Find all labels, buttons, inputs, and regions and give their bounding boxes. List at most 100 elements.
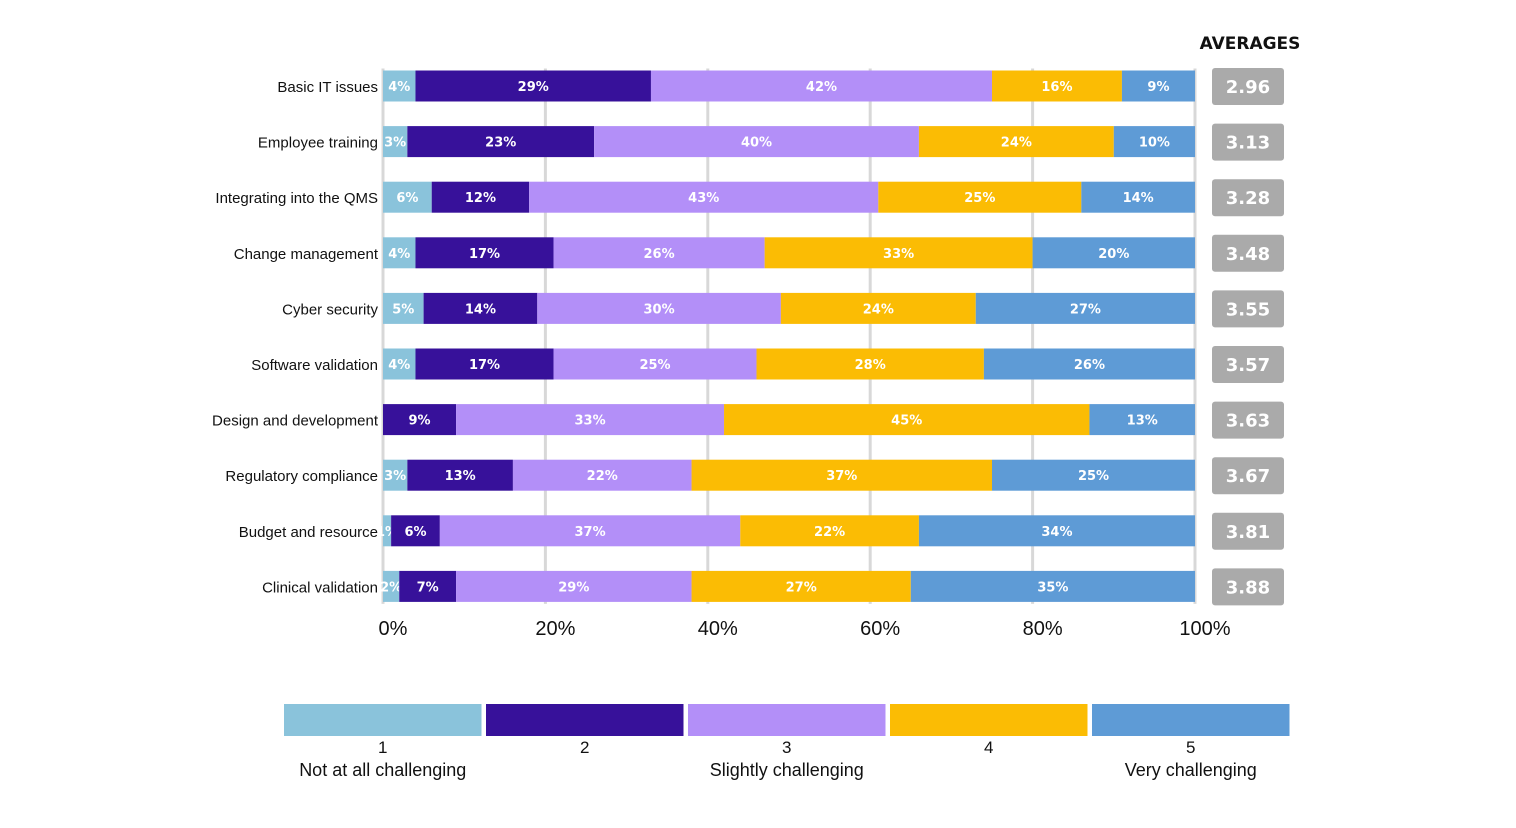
bar-segment (456, 570, 692, 602)
data-label: 22% (587, 469, 618, 484)
bar-segment (383, 237, 416, 269)
category-label: Integrating into the QMS (215, 190, 378, 207)
bar-segment (383, 404, 457, 436)
average-value: 3.48 (1226, 244, 1270, 265)
data-label: 33% (574, 414, 605, 429)
data-label: 16% (1041, 80, 1072, 95)
average-value: 3.28 (1226, 188, 1270, 209)
legend-number: 2 (580, 738, 589, 757)
average-box (1212, 512, 1284, 550)
legend-swatch (688, 704, 886, 736)
bar-segment (918, 126, 1114, 158)
bars: 4% 29% 42% 16% 9% 3% 23% 40% 24% 10% 6% 12% 43% 25% 14… (376, 70, 1195, 602)
average-value: 2.96 (1226, 77, 1270, 98)
legend-swatch (486, 704, 684, 736)
data-label: 37% (826, 469, 857, 484)
data-label: 26% (644, 247, 675, 262)
average-box (1212, 346, 1284, 383)
category-label: Budget and resource (239, 524, 378, 541)
bar-segment (1089, 404, 1195, 436)
category-label: Change management (234, 246, 379, 263)
average-box (1212, 290, 1284, 328)
x-axis-ticks: 0% 20% 40% 60% 80% 100% (379, 618, 1231, 640)
data-label: 4% (388, 247, 410, 262)
bar-segment (456, 404, 725, 436)
data-label: 6% (396, 191, 418, 206)
data-label: 5% (392, 302, 414, 317)
data-label: 24% (863, 302, 894, 317)
category-label: Cyber security (282, 301, 378, 318)
bar-segment (415, 70, 651, 102)
data-label: 27% (1070, 302, 1101, 317)
x-tick-label: 0% (379, 618, 408, 640)
legend-number: 5 (1186, 738, 1195, 757)
data-label: 3% (384, 469, 406, 484)
legend-description: Slightly challenging (710, 760, 864, 780)
data-label: 23% (485, 136, 516, 151)
legend-number: 1 (378, 738, 387, 757)
category-label: Design and development (212, 413, 379, 430)
legend-swatch (284, 704, 482, 736)
bar-segment (691, 459, 992, 491)
bar-segment (383, 348, 416, 380)
data-label: 45% (891, 414, 922, 429)
average-value: 3.88 (1226, 577, 1270, 598)
bar-segment (983, 348, 1195, 380)
legend-description: Not at all challenging (299, 760, 466, 780)
bar-segment (423, 292, 538, 324)
bar-segment (383, 459, 408, 491)
bar-segment (764, 237, 1033, 269)
legend-swatch (1092, 704, 1290, 736)
bar-segment (918, 515, 1195, 547)
data-label: 13% (445, 469, 476, 484)
data-label: 28% (855, 358, 886, 373)
category-label: Software validation (251, 357, 378, 374)
bar-segment (1081, 181, 1195, 213)
data-label: 25% (639, 358, 670, 373)
data-label: 30% (644, 302, 675, 317)
data-label: 9% (1147, 80, 1169, 95)
bar-segment (1032, 237, 1195, 269)
bar-segment (383, 70, 416, 102)
bar-segment (383, 515, 392, 547)
bar-segment (391, 515, 440, 547)
data-label: 25% (964, 191, 995, 206)
average-box (1212, 179, 1284, 217)
bar-segment (431, 181, 530, 213)
data-label: 35% (1037, 580, 1068, 595)
x-tick-label: 100% (1179, 618, 1230, 640)
bar-segment (383, 181, 432, 213)
bar-segment (650, 70, 992, 102)
category-label: Employee training (258, 135, 378, 152)
category-label: Basic IT issues (277, 79, 378, 96)
category-label: Regulatory compliance (225, 468, 378, 485)
average-box (1212, 568, 1284, 606)
average-box (1212, 401, 1284, 439)
bar-segment (407, 459, 513, 491)
bar-segment (1113, 126, 1195, 158)
bar-segment (439, 515, 741, 547)
category-label: Clinical validation (262, 579, 378, 596)
data-label: 33% (883, 247, 914, 262)
data-label: 4% (388, 358, 410, 373)
data-label: 40% (741, 136, 772, 151)
bar-segment (691, 570, 911, 602)
data-label: 3% (384, 136, 406, 151)
average-box (1212, 457, 1284, 495)
x-tick-label: 40% (698, 618, 738, 640)
data-label: 26% (1074, 358, 1105, 373)
bar-segment (383, 126, 408, 158)
bar-segment (553, 237, 765, 269)
legend-number: 3 (782, 738, 791, 757)
bar-segment (407, 126, 595, 158)
average-value: 3.57 (1226, 355, 1270, 376)
data-label: 14% (1123, 191, 1154, 206)
average-value: 3.67 (1226, 466, 1270, 487)
legend-description: Very challenging (1125, 760, 1257, 780)
bar-segment (594, 126, 919, 158)
data-label: 13% (1127, 414, 1158, 429)
average-value: 3.63 (1226, 411, 1270, 432)
average-box (1212, 123, 1284, 161)
bar-segment (910, 570, 1195, 602)
